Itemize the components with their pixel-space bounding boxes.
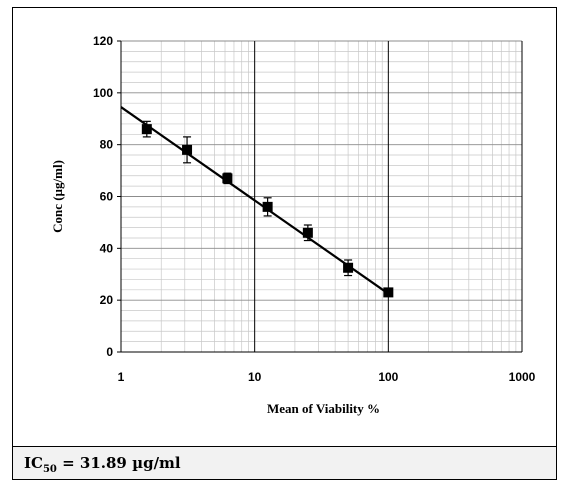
- data-point: [141, 124, 152, 135]
- data-point: [262, 201, 273, 212]
- x-tick-label: 100: [378, 370, 398, 384]
- ic50-result: IC50 = 31.89 µg/ml: [24, 454, 181, 475]
- ic50-subscript: 50: [42, 464, 57, 475]
- data-point: [302, 227, 313, 238]
- ic50-result-box: IC50 = 31.89 µg/ml: [13, 446, 556, 479]
- ic50-prefix: IC: [24, 454, 43, 472]
- data-point: [383, 287, 394, 298]
- y-tick-label: 60: [100, 190, 114, 204]
- data-point: [182, 144, 193, 155]
- y-tick-label: 0: [106, 345, 113, 359]
- ic50-value: = 31.89 µg/ml: [56, 454, 181, 472]
- x-tick-label: 1: [118, 370, 125, 384]
- y-tick-label: 120: [93, 34, 113, 48]
- trendline: [120, 106, 389, 295]
- y-tick-label: 40: [100, 241, 114, 255]
- y-tick-label: 80: [100, 138, 114, 152]
- x-tick-label: 1000: [509, 370, 536, 384]
- x-axis-title: Mean of Viability %: [267, 401, 380, 416]
- y-tick-label: 100: [93, 86, 113, 100]
- data-point: [343, 262, 354, 273]
- y-axis-title: Conc (µg/ml): [50, 160, 65, 233]
- data-point: [222, 173, 233, 184]
- chart-frame: 0 20 40 60 80 100 120 1 10 100 1000 Mean of Viabili…: [12, 7, 557, 480]
- y-tick-label: 20: [100, 293, 114, 307]
- x-tick-label: 10: [248, 370, 262, 384]
